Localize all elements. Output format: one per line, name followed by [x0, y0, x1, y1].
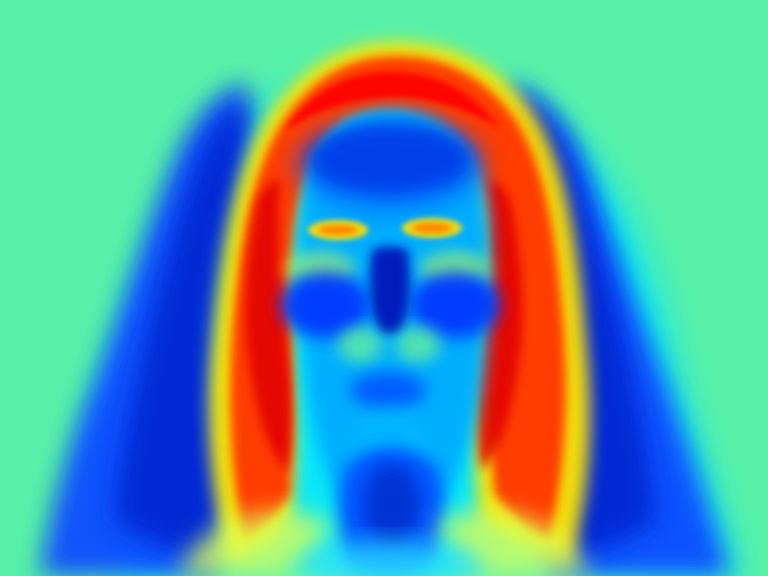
left-cheekbone-glow: [338, 327, 382, 363]
forehead-blue-glow: [295, 117, 485, 213]
neck-dark-core: [364, 463, 420, 547]
right-deep-red-strip: [476, 180, 523, 470]
left-cheek-dark: [280, 272, 370, 338]
right-eye-core: [412, 223, 452, 233]
lower-center-cyan: [300, 541, 480, 576]
right-cheek-dark: [410, 272, 500, 338]
nose-dark-shape: [370, 246, 410, 334]
mouth-region: [350, 372, 426, 408]
left-shoulder-glow: [180, 510, 332, 576]
left-eye-core: [318, 225, 358, 235]
left-deep-red-strip: [245, 180, 292, 470]
right-cheekbone-glow: [396, 327, 440, 363]
top-red-arc: [285, 72, 500, 130]
